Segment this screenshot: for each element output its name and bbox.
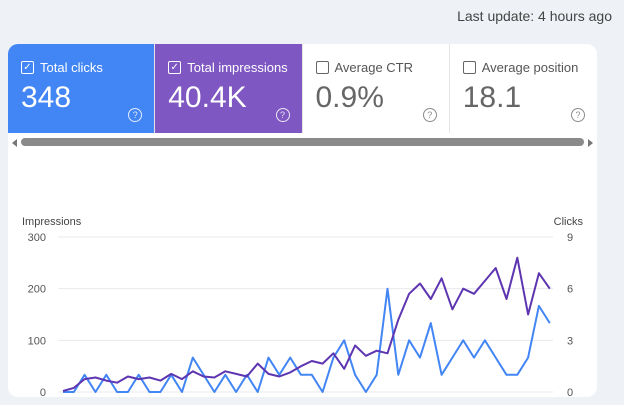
metric-label: Total clicks <box>40 60 103 75</box>
metric-tile-average-ctr[interactable]: Average CTR 0.9% ? <box>303 44 450 133</box>
metric-value: 40.4K <box>168 81 247 114</box>
metric-tile-average-position[interactable]: Average position 18.1 ? <box>450 44 597 133</box>
scrollbar-thumb[interactable] <box>21 138 584 146</box>
metric-label: Total impressions <box>187 60 288 75</box>
horizontal-scrollbar[interactable] <box>8 136 597 150</box>
question-circle-icon[interactable]: ? <box>570 108 585 122</box>
metric-value: 18.1 <box>462 81 522 114</box>
right-tick-label: 9 <box>567 232 573 244</box>
series-line-clicks <box>63 287 551 393</box>
metric-value: 0.9% <box>315 81 384 114</box>
metric-tile-total-clicks[interactable]: ✓ Total clicks 348 ? <box>8 44 156 133</box>
checkbox-checked-icon[interactable]: ✓ <box>168 61 182 74</box>
last-update-text: Last update: 4 hours ago <box>457 8 612 24</box>
left-tick-label: 100 <box>28 335 46 347</box>
scroll-left-arrow-icon[interactable] <box>12 139 17 147</box>
question-circle-icon[interactable]: ? <box>422 108 437 122</box>
scroll-right-arrow-icon[interactable] <box>588 139 593 147</box>
question-circle-icon[interactable]: ? <box>128 108 143 122</box>
right-tick-label: 0 <box>567 387 573 397</box>
series-line-impressions <box>62 256 551 392</box>
checkbox-checked-icon[interactable]: ✓ <box>21 61 34 74</box>
left-axis-label: Impressions <box>22 216 82 228</box>
right-tick-label: 3 <box>567 335 573 347</box>
right-axis-label: Clicks <box>554 216 584 228</box>
left-tick-label: 200 <box>28 284 46 296</box>
metric-label: Average position <box>481 60 579 75</box>
performance-card: ✓ Total clicks 348 ? ✓ Total impressions 4… <box>8 44 597 397</box>
metric-tile-total-impressions[interactable]: ✓ Total impressions 40.4K ? <box>155 44 303 133</box>
checkbox-unchecked-icon[interactable] <box>462 61 476 74</box>
left-tick-label: 0 <box>40 387 46 397</box>
checkbox-unchecked-icon[interactable] <box>315 61 329 74</box>
performance-chart: ImpressionsClicks001003200630097/16/2410… <box>22 216 584 397</box>
right-tick-label: 6 <box>567 284 573 296</box>
question-circle-icon[interactable]: ? <box>275 108 290 122</box>
left-tick-label: 300 <box>28 232 46 244</box>
metric-label: Average CTR <box>334 60 414 75</box>
metric-value: 348 <box>21 81 72 114</box>
